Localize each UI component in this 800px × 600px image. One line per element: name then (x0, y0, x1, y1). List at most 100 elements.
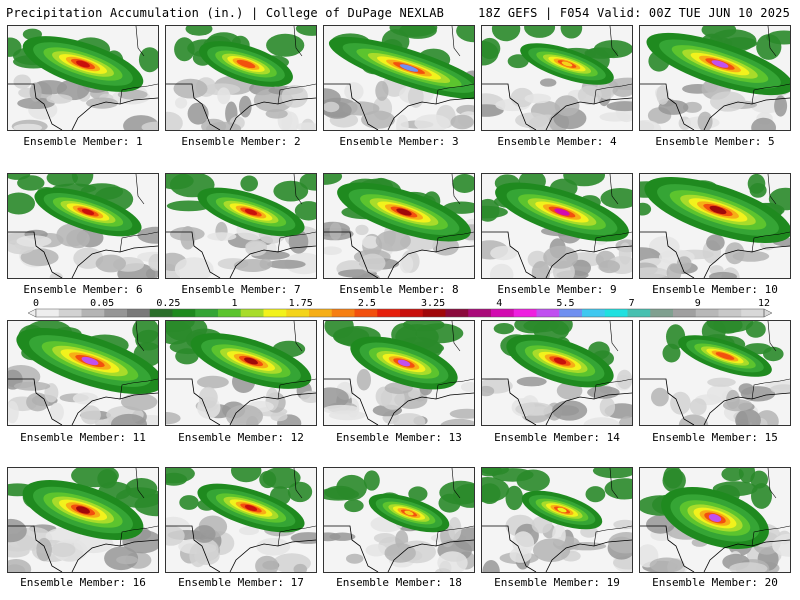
colorbar-segment (240, 309, 264, 317)
ensemble-member-panel (323, 320, 475, 426)
precip-map (166, 321, 316, 425)
precip-map (640, 26, 790, 130)
ensemble-member-caption: Ensemble Member: 6 (23, 283, 143, 296)
ensemble-member-panel (323, 25, 475, 131)
ensemble-member-caption: Ensemble Member: 10 (652, 283, 778, 296)
precip-map (482, 26, 632, 130)
precip-map (166, 174, 316, 278)
ensemble-member-panel (165, 25, 317, 131)
ensemble-member-panel (7, 25, 159, 131)
ensemble-member-caption: Ensemble Member: 9 (497, 283, 617, 296)
ensemble-member-caption: Ensemble Member: 11 (20, 431, 146, 444)
ensemble-member-panel (639, 320, 791, 426)
colorbar-segment (104, 309, 128, 317)
ensemble-member-caption: Ensemble Member: 20 (652, 576, 778, 589)
ensemble-member-panel (165, 467, 317, 573)
colorbar-segment (513, 309, 537, 317)
colorbar-segment (422, 309, 446, 317)
ensemble-member-panel (7, 467, 159, 573)
colorbar-tick-label: 0.25 (156, 298, 181, 309)
ensemble-member-panel (639, 467, 791, 573)
precip-map (8, 321, 158, 425)
colorbar-tick-label: 0 (32, 298, 40, 309)
precip-map (640, 174, 790, 278)
colorbar-segment (195, 309, 219, 317)
colorbar-segment (58, 309, 82, 317)
precip-map (482, 468, 632, 572)
colorbar (27, 308, 773, 318)
precip-map (8, 174, 158, 278)
colorbar-tick-label: 7 (628, 298, 635, 309)
ensemble-member-caption: Ensemble Member: 5 (655, 135, 775, 148)
ensemble-member-caption: Ensemble Member: 13 (336, 431, 462, 444)
ensemble-member-panel (481, 320, 633, 426)
colorbar-segment (559, 309, 583, 317)
colorbar-segment (468, 309, 492, 317)
colorbar-segment (695, 309, 719, 317)
ensemble-member-caption: Ensemble Member: 1 (23, 135, 143, 148)
colorbar-segment (650, 309, 674, 317)
colorbar-segment (627, 309, 651, 317)
colorbar-tick-label: 12 (757, 298, 771, 309)
colorbar-tick-label: 9 (694, 298, 701, 309)
colorbar-segment (218, 309, 242, 317)
colorbar-segment (263, 309, 287, 317)
colorbar-segment (491, 309, 515, 317)
ensemble-member-caption: Ensemble Member: 15 (652, 431, 778, 444)
colorbar-segment (582, 309, 606, 317)
ensemble-member-caption: Ensemble Member: 12 (178, 431, 304, 444)
colorbar-segment (286, 309, 310, 317)
colorbar-segment (81, 309, 105, 317)
ensemble-member-panel (481, 173, 633, 279)
colorbar-segment (741, 309, 765, 317)
ensemble-member-caption: Ensemble Member: 2 (181, 135, 301, 148)
colorbar-segment (536, 309, 560, 317)
ensemble-member-caption: Ensemble Member: 7 (181, 283, 301, 296)
colorbar-segment (400, 309, 424, 317)
ensemble-member-caption: Ensemble Member: 8 (339, 283, 459, 296)
ensemble-member-caption: Ensemble Member: 3 (339, 135, 459, 148)
precip-map (8, 468, 158, 572)
ensemble-member-panel (639, 173, 791, 279)
model-run-label: 18Z GEFS | F054 Valid: 00Z TUE JUN 10 20… (478, 6, 790, 20)
ensemble-member-panel (7, 173, 159, 279)
precip-map (482, 174, 632, 278)
ensemble-member-panel (323, 467, 475, 573)
colorbar-tick-label: 2.5 (357, 298, 376, 309)
colorbar-segment (36, 309, 60, 317)
precip-map (324, 321, 474, 425)
ensemble-member-caption: Ensemble Member: 4 (497, 135, 617, 148)
colorbar-tick-label: 4 (496, 298, 503, 309)
colorbar-segment (309, 309, 333, 317)
ensemble-member-caption: Ensemble Member: 14 (494, 431, 620, 444)
colorbar-segment (331, 309, 355, 317)
ensemble-member-caption: Ensemble Member: 16 (20, 576, 146, 589)
colorbar-segment (445, 309, 469, 317)
ensemble-member-panel (639, 25, 791, 131)
colorbar-segment (718, 309, 742, 317)
colorbar-segment (354, 309, 378, 317)
chart-title: Precipitation Accumulation (in.) | Colle… (6, 6, 445, 20)
colorbar-segment (149, 309, 173, 317)
colorbar-tick-label: 1 (231, 298, 238, 309)
precip-map (324, 468, 474, 572)
colorbar-segment (673, 309, 697, 317)
precip-map (166, 26, 316, 130)
precip-map (324, 174, 474, 278)
colorbar-segment (377, 309, 401, 317)
colorbar-segment (172, 309, 196, 317)
ensemble-member-caption: Ensemble Member: 19 (494, 576, 620, 589)
precip-map (640, 468, 790, 572)
precip-map (324, 26, 474, 130)
colorbar-tick-label: 1.75 (288, 298, 313, 309)
precip-map (166, 468, 316, 572)
ensemble-member-panel (323, 173, 475, 279)
ensemble-member-caption: Ensemble Member: 17 (178, 576, 304, 589)
precip-map (8, 26, 158, 130)
colorbar-tick-label: 3.25 (421, 298, 446, 309)
precip-map (640, 321, 790, 425)
colorbar-tick-label: 0.05 (90, 298, 115, 309)
ensemble-member-caption: Ensemble Member: 18 (336, 576, 462, 589)
colorbar-tick-label: 5.5 (556, 298, 575, 309)
colorbar-segment (127, 309, 151, 317)
